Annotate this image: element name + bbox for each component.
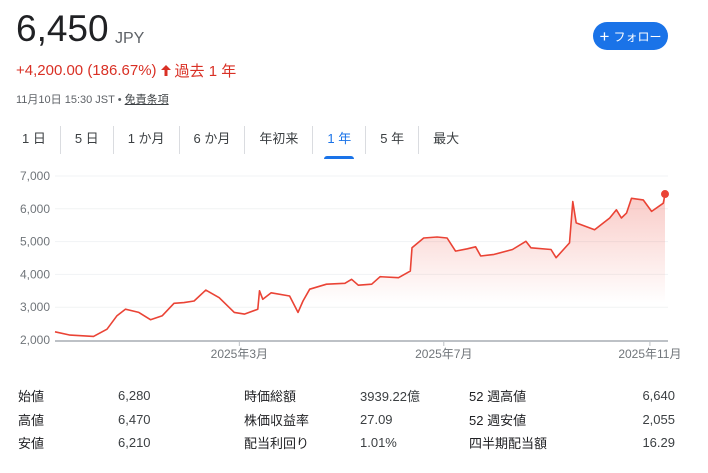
tab-range[interactable]: 最大 (433, 131, 460, 146)
timestamp: 11月10日 15:30 JST • (16, 94, 122, 106)
x-tick-label: 2025年7月 (415, 347, 472, 361)
stat-value: 1.01% (360, 435, 397, 451)
stat-label: 始値 (18, 389, 45, 405)
x-tick-label: 2025年11月 (618, 347, 681, 361)
tab-range[interactable]: 5 年 (366, 126, 420, 154)
stat-label: 時価総額 (244, 389, 297, 405)
x-tick-label: 2025年3月 (211, 347, 268, 361)
stat-value: 6,470 (118, 411, 151, 427)
arrow-up-icon (160, 65, 171, 76)
stats-row: 始値 6,280 時価総額 3939.22億 52 週高値 6,640 (18, 384, 675, 408)
change-value: +4,200.00 (186.67%) (16, 62, 157, 79)
stat-value: 27.09 (360, 411, 393, 427)
stat-label: 四半期配当額 (469, 436, 548, 452)
price-area (55, 194, 665, 340)
last-price-dot (661, 190, 669, 199)
y-tick-label: 7,000 (20, 169, 50, 183)
tab-range[interactable]: 1 日 (8, 126, 61, 154)
stat-label: 52 週高値 (469, 389, 527, 405)
price-line (54, 193, 666, 338)
price-chart: 2,000 3,000 4,000 5,000 6,000 7,000 2025年3月 202… (20, 169, 682, 361)
tab-range[interactable]: 年初来 (245, 126, 314, 154)
y-tick-label: 2,000 (20, 333, 50, 347)
timestamp-line: 11月10日 15:30 JST • 免責条項 (16, 91, 169, 107)
stat-value: 6,280 (118, 388, 151, 404)
stat-value: 6,640 (642, 388, 675, 404)
tab-range[interactable]: 6 か月 (180, 126, 246, 154)
stat-label: 配当利回り (244, 436, 310, 452)
y-tick-label: 3,000 (20, 300, 50, 314)
stat-value: 2,055 (642, 411, 675, 427)
plus-icon: + (599, 26, 610, 46)
y-tick-label: 4,000 (20, 267, 50, 281)
stat-value: 3939.22億 (360, 389, 420, 405)
stat-label: 安値 (18, 436, 45, 452)
tab-range[interactable]: 5 日 (61, 126, 114, 154)
stats-row: 安値 6,210 配当利回り 1.01% 四半期配当額 16.29 (18, 431, 675, 455)
current-price: 6,450 (16, 8, 109, 49)
price-change: +4,200.00 (186.67%) 過去 1 年 (16, 60, 236, 81)
tab-range[interactable]: 1 年 (313, 126, 367, 159)
stats-row: 高値 6,470 株価収益率 27.09 52 週安値 2,055 (18, 408, 675, 432)
change-period: 過去 1 年 (174, 63, 237, 80)
tab-range[interactable]: 1 か月 (114, 126, 180, 154)
follow-label: フォロー (613, 29, 662, 44)
stat-label: 52 週安値 (469, 412, 527, 428)
stat-label: 高値 (18, 412, 45, 428)
currency: JPY (115, 30, 145, 47)
stats-table: 始値 6,280 時価総額 3939.22億 52 週高値 6,640 高値 6,470 株価収… (18, 384, 675, 455)
stat-label: 株価収益率 (244, 412, 310, 428)
stat-value: 16.29 (642, 435, 675, 451)
stat-value: 6,210 (118, 435, 151, 451)
y-tick-label: 5,000 (20, 235, 50, 249)
y-tick-label: 6,000 (20, 202, 50, 216)
disclaimer-link[interactable]: 免責条項 (124, 94, 169, 106)
follow-button[interactable]: + フォロー (593, 22, 668, 50)
